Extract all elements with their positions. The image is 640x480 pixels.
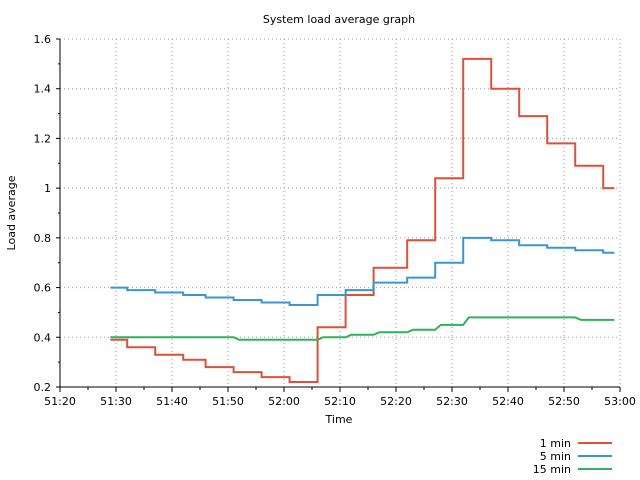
x-tick-label: 53:00 (604, 395, 636, 408)
x-tick-label: 52:10 (324, 395, 356, 408)
y-tick-label: 1.4 (34, 83, 52, 96)
x-tick-label: 52:30 (436, 395, 468, 408)
chart-title: System load average graph (263, 13, 415, 26)
x-tick-label: 52:20 (380, 395, 412, 408)
x-tick-label: 52:40 (492, 395, 524, 408)
series-line-15-min (110, 316, 615, 341)
series-lines (110, 57, 615, 383)
y-tick-label: 1.2 (34, 132, 52, 145)
y-tick-label: 0.2 (34, 381, 52, 394)
x-tick-label: 51:20 (44, 395, 76, 408)
legend-label: 5 min (540, 450, 571, 463)
axes: 0.2 0.4 0.6 0.8 1 1.2 1.4 1.6 51:20 51:30 51:40 51:… (34, 33, 636, 408)
y-tick-label: 1.6 (34, 33, 52, 46)
x-tick-label: 52:50 (548, 395, 580, 408)
y-tick-label: 0.6 (34, 282, 52, 295)
x-tick-label: 51:50 (212, 395, 244, 408)
grid (59, 38, 621, 388)
series-line-1-min (110, 57, 615, 383)
y-tick-label: 1 (44, 182, 51, 195)
series-line-5-min (110, 236, 615, 306)
x-tick-label: 52:00 (268, 395, 300, 408)
x-tick-label: 51:30 (100, 395, 132, 408)
y-tick-label: 0.8 (34, 232, 52, 245)
x-axis-label: Time (325, 413, 353, 426)
y-axis-label: Load average (5, 175, 18, 250)
x-tick-label: 51:40 (156, 395, 188, 408)
legend-label: 1 min (540, 437, 571, 450)
legend-label: 15 min (533, 463, 571, 476)
y-tick-label: 0.4 (34, 331, 52, 344)
